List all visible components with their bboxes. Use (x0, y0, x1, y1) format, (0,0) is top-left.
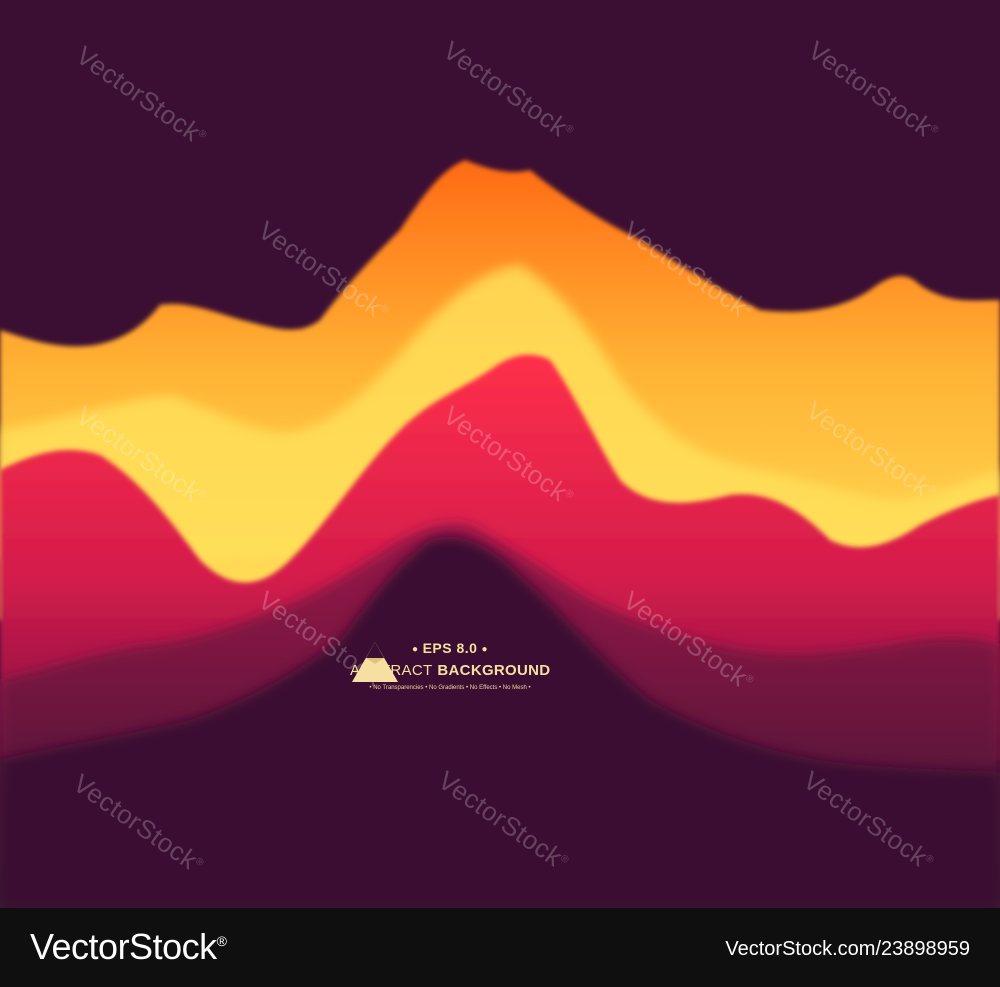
abstract-artwork: VectorStock® VectorStock® VectorStock® V… (0, 0, 1000, 908)
dark-valley (0, 536, 1000, 908)
vectorstock-logo: VectorStock® (30, 926, 227, 967)
badge-features: No TransparenciesNo GradientsNo EffectsN… (350, 685, 550, 691)
footer-bar: VectorStock® VectorStock.com/23898959 (0, 908, 1000, 987)
triangle-icon (352, 642, 398, 682)
eps-version: ● EPS 8.0 ● (412, 640, 488, 656)
eps-badge: ●EPS 8.0● ABSTRACTBACKGROUND No Transpar… (350, 640, 550, 691)
image-id-text: VectorStock.com/23898959 (725, 938, 970, 960)
mountain-waves-graphic (0, 160, 1000, 908)
